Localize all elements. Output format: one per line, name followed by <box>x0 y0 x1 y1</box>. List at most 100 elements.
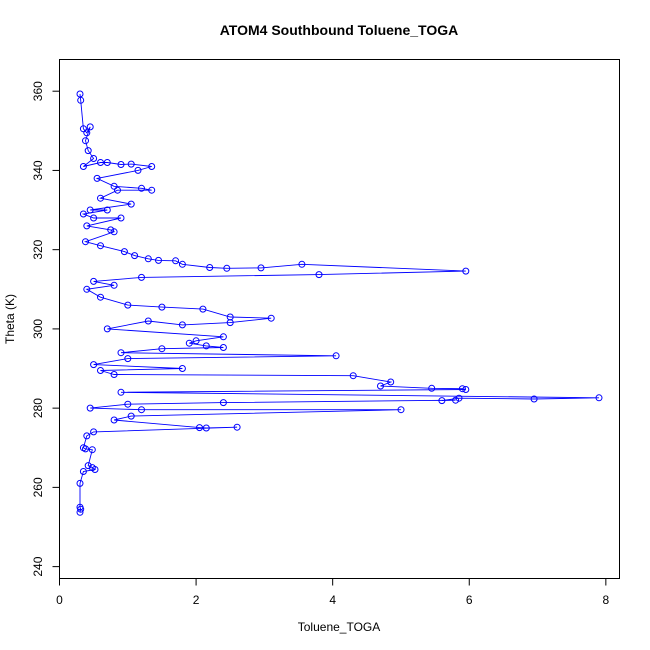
data-point <box>332 352 340 360</box>
data-point <box>223 264 231 272</box>
data-point <box>158 345 166 353</box>
data-point <box>131 252 139 260</box>
data-point <box>377 382 384 390</box>
data-point <box>83 222 91 230</box>
data-point <box>90 155 98 162</box>
data-point <box>117 161 125 168</box>
data-point <box>103 206 111 214</box>
data-point <box>97 242 104 250</box>
data-point <box>349 372 357 380</box>
x-tick-label: 6 <box>466 593 473 607</box>
data-point <box>110 182 118 190</box>
y-tick-label: 240 <box>31 556 45 576</box>
data-point <box>77 96 85 104</box>
data-point <box>86 123 94 131</box>
data-point <box>83 432 91 440</box>
data-point <box>114 186 121 194</box>
data-point <box>458 385 466 393</box>
data-point <box>77 505 85 513</box>
data-point <box>219 344 227 351</box>
data-point <box>79 468 87 475</box>
data-point <box>117 388 125 396</box>
data-point <box>90 361 98 369</box>
y-tick-label: 260 <box>31 477 45 497</box>
data-point <box>90 428 98 436</box>
series-line <box>79 93 600 513</box>
data-point <box>83 285 91 293</box>
data-point <box>206 264 214 271</box>
data-point <box>79 163 87 170</box>
data-point <box>138 406 145 414</box>
data-point <box>315 271 323 279</box>
data-point <box>192 337 200 345</box>
x-tick-label: 4 <box>329 593 336 607</box>
data-point <box>155 256 162 264</box>
data-point <box>595 394 603 402</box>
data-point <box>103 159 111 166</box>
data-point <box>91 466 99 473</box>
data-point <box>144 255 152 263</box>
x-tick-label: 2 <box>193 593 200 607</box>
data-point <box>158 303 166 311</box>
data-point <box>127 412 135 420</box>
data-point <box>84 147 92 155</box>
series-layer <box>76 90 603 516</box>
data-point <box>178 365 186 372</box>
y-tick-label: 280 <box>31 398 45 418</box>
data-point <box>76 508 84 516</box>
data-point <box>97 293 104 301</box>
data-point <box>387 378 395 386</box>
data-point <box>76 479 84 487</box>
data-point <box>267 314 275 322</box>
x-axis: 0 2 4 6 8 <box>56 578 609 607</box>
data-point <box>138 184 145 192</box>
data-point <box>127 200 135 208</box>
data-point <box>438 397 446 405</box>
data-point <box>124 301 132 309</box>
data-point <box>103 325 111 333</box>
data-point <box>202 424 210 432</box>
data-point <box>148 163 156 170</box>
data-point <box>117 214 125 222</box>
y-axis: 240 260 280 300 320 340 360 <box>31 81 60 577</box>
data-point <box>172 257 180 265</box>
data-point <box>110 371 118 378</box>
data-point <box>202 342 210 350</box>
data-point <box>117 349 125 357</box>
data-point <box>178 260 186 268</box>
data-point <box>148 186 156 194</box>
data-point <box>530 395 538 403</box>
data-point <box>110 281 118 289</box>
data-point <box>84 462 92 470</box>
data-point <box>107 226 115 234</box>
data-point <box>452 396 460 404</box>
data-point <box>88 446 96 454</box>
x-tick-label: 0 <box>56 593 63 607</box>
y-tick-label: 340 <box>31 160 45 180</box>
data-point <box>97 367 104 374</box>
data-point <box>79 125 87 133</box>
y-tick-label: 320 <box>31 239 45 259</box>
data-point <box>110 228 118 236</box>
data-point <box>90 277 98 285</box>
x-tick-label: 8 <box>602 593 609 607</box>
data-point <box>93 174 101 182</box>
data-point <box>110 416 118 424</box>
data-point <box>83 129 91 137</box>
data-point <box>257 264 265 272</box>
data-point <box>134 166 142 174</box>
data-point <box>90 214 98 222</box>
data-point <box>82 137 89 145</box>
data-point <box>462 386 470 393</box>
data-point <box>455 394 463 402</box>
data-point <box>144 317 152 325</box>
data-point <box>462 267 470 275</box>
y-tick-label: 300 <box>31 319 45 339</box>
data-point <box>120 248 128 256</box>
y-tick-label: 360 <box>31 81 45 101</box>
data-point <box>138 273 145 281</box>
data-point <box>124 400 132 408</box>
data-point <box>79 210 87 218</box>
data-point <box>199 305 207 313</box>
